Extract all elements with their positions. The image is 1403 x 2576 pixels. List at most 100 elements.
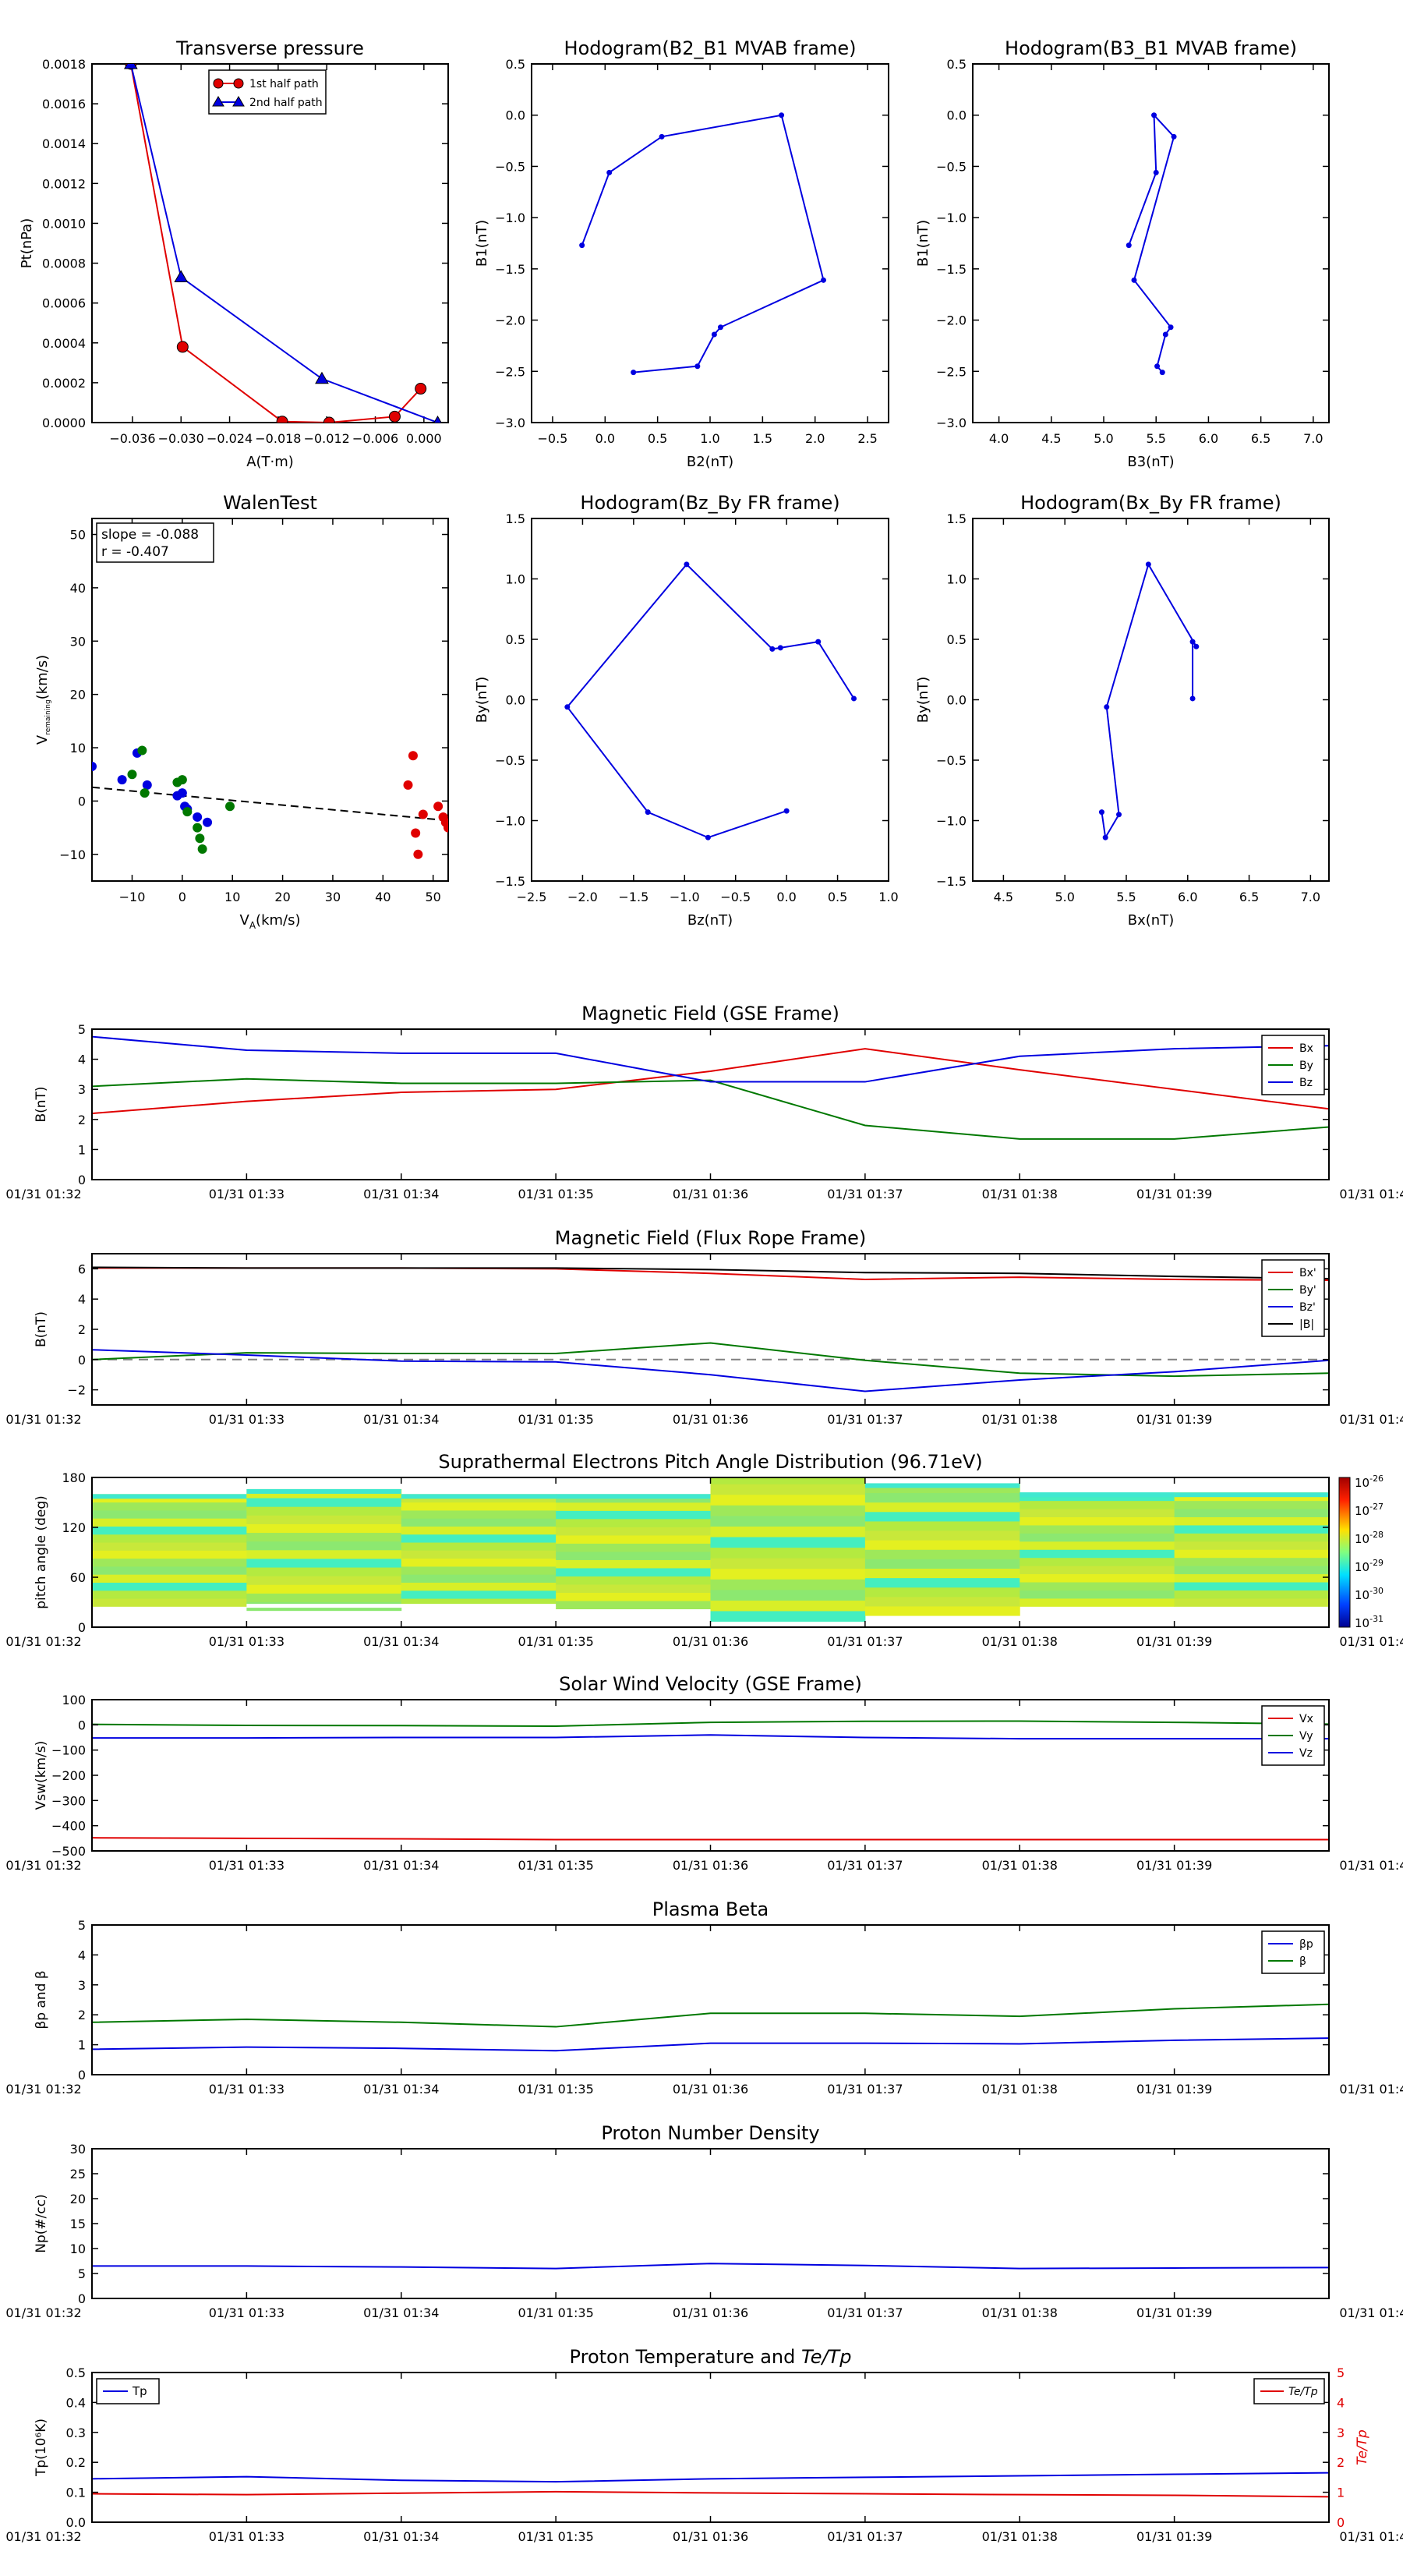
heatmap-cell <box>864 1587 1020 1598</box>
x-tick-label: 50 <box>426 890 441 904</box>
heatmap-cell <box>401 1534 557 1543</box>
y-axis-label-main: V <box>34 734 51 745</box>
x-tick-label: 6.5 <box>1251 431 1270 446</box>
heatmap-cell <box>556 1551 711 1560</box>
y-tick-label: −300 <box>51 1793 86 1808</box>
data-point <box>176 341 189 353</box>
x-tick-label: 01/31 01:38 <box>982 2529 1058 2544</box>
data-point <box>276 416 288 423</box>
heatmap-cell <box>246 1506 402 1516</box>
x-tick-label: 5.5 <box>1116 890 1136 904</box>
x-tick-label: −0.024 <box>207 431 253 446</box>
data-point <box>606 169 613 175</box>
colorbar-tick-base: 10 <box>1355 1504 1369 1518</box>
y-tick-label: 0.0008 <box>42 257 86 271</box>
data-point <box>1171 133 1177 140</box>
y-tick-label: −2.5 <box>495 364 525 379</box>
y-tick-label: 0 <box>78 794 86 809</box>
x-tick-label: 01/31 01:35 <box>518 2305 593 2320</box>
x-tick-label: 01/31 01:38 <box>982 1634 1058 1649</box>
y-tick-label: 120 <box>62 1520 86 1535</box>
data-point <box>783 808 790 814</box>
heatmap-cell <box>1174 1524 1329 1534</box>
x-tick-label: 01/31 01:39 <box>1136 1412 1212 1427</box>
heatmap-cell <box>864 1492 1020 1503</box>
data-point <box>1189 639 1196 645</box>
x-tick-label: 01/31 01:37 <box>827 1858 903 1873</box>
panel-h31: Hodogram(B3_B1 MVAB frame) 4.0 4.5 5.0 5.5 6.… <box>915 37 1330 470</box>
y-axis-label: Vsw(km/s) <box>34 1741 49 1810</box>
colorbar-tick-label: 10-31 <box>1355 1614 1384 1630</box>
x-tick-label: 01/31 01:33 <box>209 1187 284 1201</box>
chart-title: Hodogram(Bz_By FR frame) <box>580 492 839 514</box>
heatmap-cell <box>92 1494 247 1499</box>
y2-tick-label: 5 <box>1337 2365 1345 2380</box>
y-tick-label: −1.5 <box>936 262 967 277</box>
panel-hxy: Hodogram(Bx_By FR frame) 4.5 5.0 5.5 6.0 6.5 7… <box>915 492 1330 929</box>
y-tick-label: 2 <box>78 2008 86 2022</box>
chart-title: Solar Wind Velocity (GSE Frame) <box>559 1673 862 1695</box>
x-tick-label: 01/31 01:40 <box>1339 1858 1403 1873</box>
plot-frame <box>91 1028 1330 1180</box>
chart-title-text: Proton Temperature and <box>570 2346 801 2368</box>
colorbar-tick-exp: -31 <box>1369 1614 1384 1624</box>
y-tick-label: −3.0 <box>495 416 525 430</box>
heatmap-cell <box>1174 1590 1329 1599</box>
heatmap-cell <box>1020 1524 1175 1534</box>
heatmap-cell <box>401 1574 557 1583</box>
heatmap-cell <box>401 1566 557 1575</box>
heatmap-cell <box>246 1541 402 1551</box>
legend-label: By <box>1299 1060 1313 1072</box>
y-tick-label: 0.5 <box>506 57 525 72</box>
x-tick-label: 01/31 01:37 <box>827 2082 903 2097</box>
plot-area <box>92 2472 1329 2498</box>
x-tick-label: 20 <box>274 890 290 904</box>
y-tick-label: 30 <box>70 2142 86 2157</box>
y-tick-label: 1.5 <box>506 511 525 526</box>
panel-h21: Hodogram(B2_B1 MVAB frame) −0.5 0.0 0.5 1.0 1… <box>474 37 889 470</box>
x-tick-label: 0.0 <box>595 431 615 446</box>
y-axis-label-sub: remaining <box>44 699 52 734</box>
y-tick-label: 0.0010 <box>42 216 86 231</box>
plot-frame <box>972 63 1330 423</box>
heatmap-cell <box>1020 1516 1175 1526</box>
data-point <box>779 112 785 119</box>
x-tick-label: 7.0 <box>1301 890 1320 904</box>
x-axis-label: Bz(nT) <box>687 912 733 929</box>
annotation-slope: slope = -0.088 <box>101 527 199 543</box>
y-tick-label: 0.5 <box>506 632 525 647</box>
series-line <box>129 64 422 423</box>
heatmap-cell <box>92 1590 247 1599</box>
x-tick-label: 01/31 01:32 <box>5 1187 81 1201</box>
colorbar-tick-label: 10-30 <box>1355 1586 1384 1602</box>
data-point <box>174 270 189 282</box>
series-line <box>92 1349 1329 1392</box>
x-tick-label: 01/31 01:39 <box>1136 2529 1212 2544</box>
legend-label: Bz' <box>1299 1301 1316 1314</box>
heatmap-cell <box>864 1520 1020 1531</box>
y2-axis-label: Te/Tp <box>1355 2429 1370 2465</box>
y-tick-label: 5 <box>78 1022 86 1037</box>
x-tick-label: −10 <box>119 890 146 904</box>
heatmap-cell <box>1020 1590 1175 1599</box>
y-tick-label: 1 <box>78 1142 86 1157</box>
legend-label: Bz <box>1299 1077 1313 1089</box>
y2-tick-label: 4 <box>1337 2395 1345 2410</box>
data-point <box>1145 561 1151 568</box>
scatter-point <box>203 817 213 827</box>
y-axis-label: pitch angle (deg) <box>34 1495 49 1609</box>
colorbar-tick-label: 10-28 <box>1355 1530 1384 1546</box>
y-tick-label: −2.5 <box>936 364 967 379</box>
x-tick-label: 01/31 01:35 <box>518 2082 593 2097</box>
heatmap-cell <box>556 1559 711 1569</box>
y-axis-label: B1(nT) <box>474 220 490 267</box>
legend-marker <box>212 96 224 107</box>
heatmap-cell <box>864 1540 1020 1550</box>
x-tick-label: −1.5 <box>618 890 648 904</box>
y-tick-label: 0.1 <box>66 2486 86 2500</box>
series-line <box>92 1266 1329 1280</box>
y-axis-label: Tp(10⁶K) <box>34 2419 49 2477</box>
y-tick-label: −1.0 <box>936 814 967 829</box>
plot-area <box>579 112 826 376</box>
